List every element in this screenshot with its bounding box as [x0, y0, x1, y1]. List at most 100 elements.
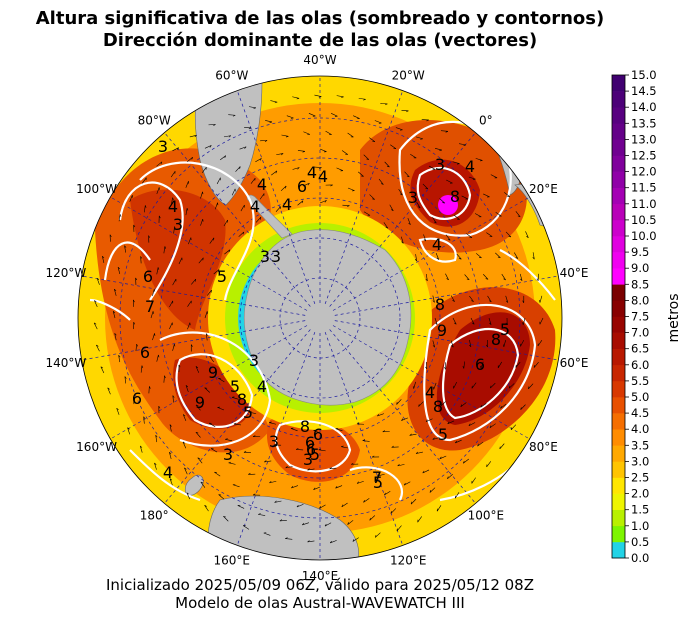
contour-label: 3 — [271, 247, 281, 266]
atlantic-peak — [438, 195, 458, 215]
contour-label: 3 — [249, 351, 259, 370]
wave-vector-shaft — [418, 401, 424, 407]
wave-vector-head — [432, 300, 435, 303]
wave-vector-head — [390, 209, 394, 212]
map-title: Altura significativa de las olas (sombre… — [35, 8, 605, 29]
wave-vector-head — [369, 517, 371, 521]
contour-label: 9 — [195, 393, 205, 412]
wave-vector-shaft — [114, 289, 117, 296]
wave-vector-head — [302, 151, 306, 153]
wave-vector-shaft — [347, 132, 354, 138]
wave-vector-head — [384, 492, 386, 496]
wave-vector-shaft — [489, 423, 496, 428]
wave-vector-shaft — [429, 487, 436, 493]
wave-vector-head — [102, 255, 105, 259]
colorbar-segment — [612, 171, 625, 188]
colorbar-tick-label: 9.5 — [631, 245, 649, 259]
wave-vector-head — [408, 222, 411, 225]
wave-vector-shaft — [224, 249, 231, 255]
colorbar-segment — [612, 461, 625, 478]
wave-vector-head — [324, 200, 327, 203]
wave-vector-head — [446, 278, 449, 281]
contour-label: 3 — [223, 445, 233, 464]
wave-vector-shaft — [292, 167, 300, 170]
wave-vector-shaft — [469, 295, 474, 302]
wave-vector-shaft — [369, 515, 376, 521]
contour-label: 4 — [257, 175, 267, 194]
wave-vector-head — [186, 492, 189, 495]
wave-vector-head — [417, 206, 421, 209]
wave-vector-shaft — [313, 430, 321, 434]
wave-vector-shaft — [434, 317, 438, 325]
wave-vector-shaft — [453, 214, 460, 220]
contour-label: 6 — [306, 440, 316, 459]
wave-vector-shaft — [477, 441, 484, 447]
colorbar-tick-label: 0.0 — [631, 551, 649, 565]
wave-vector-head — [231, 396, 235, 398]
wave-vector-shaft — [195, 432, 201, 438]
wave-vector-head — [423, 239, 427, 242]
wave-vector-head — [490, 385, 492, 389]
wave-vector-shaft — [415, 136, 423, 140]
wave-vector-head — [140, 256, 143, 259]
colorbar-segment — [612, 107, 625, 124]
wave-vector-head — [397, 464, 400, 467]
colorbar-segment — [612, 429, 625, 446]
wave-vector-shaft — [401, 236, 404, 244]
wave-vector-shaft — [127, 427, 131, 435]
wave-vector-head — [144, 205, 147, 208]
wave-vector-head — [279, 206, 281, 210]
wave-vector-shaft — [417, 516, 422, 523]
wave-vector-shaft — [156, 161, 163, 167]
wave-vector-head — [209, 145, 212, 148]
wave-vector-head — [185, 385, 189, 388]
pacific-core — [130, 189, 226, 330]
wave-vector-shaft — [302, 522, 309, 526]
wave-vector-head — [157, 267, 160, 270]
wave-vector-shaft — [504, 192, 510, 197]
longitude-label: 160°E — [214, 553, 251, 567]
wave-vector-head — [406, 110, 409, 113]
contour-label: 4 — [168, 197, 178, 216]
wave-vector-shaft — [216, 177, 221, 185]
wave-vector-shaft — [458, 143, 466, 146]
wave-vector-head — [432, 345, 435, 348]
wave-vector-head — [347, 522, 349, 525]
wave-vector-head — [532, 257, 535, 260]
wave-vector-head — [133, 321, 136, 325]
wave-vector-shaft — [363, 498, 370, 503]
wave-vector-shaft — [124, 245, 127, 253]
longitude-label: 60°W — [215, 69, 248, 83]
colorbar-tick-label: 4.0 — [631, 422, 649, 436]
colorbar-segment — [612, 493, 625, 510]
wave-vector-shaft — [456, 253, 462, 260]
wave-vector-head — [451, 345, 454, 348]
wave-vector-head — [384, 103, 388, 106]
wave-vector-head — [186, 208, 189, 211]
wave-vector-head — [285, 185, 287, 189]
wave-vector-shaft — [409, 433, 417, 436]
wave-vector-head — [164, 375, 166, 379]
wave-vector-head — [539, 300, 541, 303]
wave-vector-shaft — [274, 500, 282, 503]
colorbar-tick-label: 4.5 — [631, 406, 649, 420]
colorbar-tick-label: 11.5 — [631, 181, 657, 195]
wave-vector-head — [158, 354, 160, 358]
wave-vector-head — [195, 366, 199, 369]
contour-label: 6 — [305, 433, 315, 452]
footer-model: Modelo de olas Austral-WAVEWATCH III — [175, 594, 465, 612]
wave-vector-shaft — [375, 532, 381, 538]
wave-vector-shaft — [303, 131, 310, 135]
colorbar-tick-label: 2.5 — [631, 471, 649, 485]
wave-vector-shaft — [497, 361, 503, 369]
wave-vector-head — [275, 170, 278, 174]
wave-vector-shaft — [533, 361, 539, 368]
wave-vector-head — [296, 448, 299, 450]
wave-vector-shaft — [324, 522, 332, 527]
contour-label: 6 — [297, 177, 307, 196]
wave-vector-shaft — [156, 187, 160, 195]
wave-vector-shaft — [425, 273, 428, 281]
wave-vector-head — [341, 445, 344, 448]
wave-vector-head — [133, 224, 136, 228]
